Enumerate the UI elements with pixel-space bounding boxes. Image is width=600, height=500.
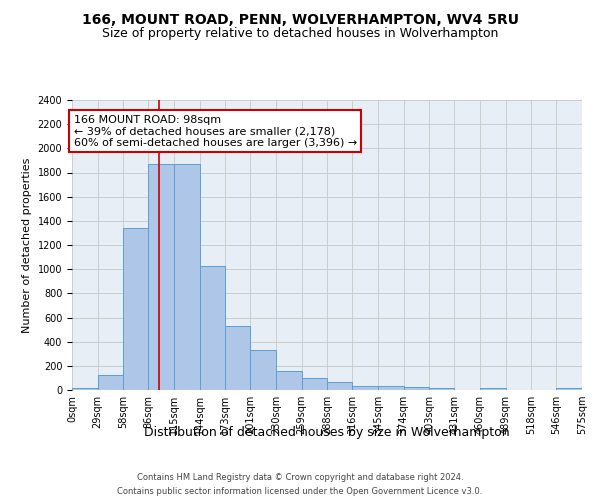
Bar [98, 375, 124, 390]
Y-axis label: Number of detached properties: Number of detached properties [22, 158, 32, 332]
Text: Size of property relative to detached houses in Wolverhampton: Size of property relative to detached ho… [102, 28, 498, 40]
Text: Contains HM Land Registry data © Crown copyright and database right 2024.: Contains HM Land Registry data © Crown c… [137, 473, 463, 482]
Bar [200, 266, 226, 390]
Bar [124, 228, 148, 390]
Bar [328, 382, 352, 390]
Bar [250, 350, 276, 390]
Bar [352, 386, 378, 390]
Text: Distribution of detached houses by size in Wolverhampton: Distribution of detached houses by size … [144, 426, 510, 439]
Bar [556, 388, 582, 390]
Bar [480, 388, 506, 390]
Bar [174, 164, 200, 390]
Bar [430, 388, 454, 390]
Text: Contains public sector information licensed under the Open Government Licence v3: Contains public sector information licen… [118, 486, 482, 496]
Bar [378, 386, 404, 390]
Bar [226, 326, 250, 390]
Bar [148, 164, 174, 390]
Bar [276, 370, 302, 390]
Text: 166, MOUNT ROAD, PENN, WOLVERHAMPTON, WV4 5RU: 166, MOUNT ROAD, PENN, WOLVERHAMPTON, WV… [82, 12, 518, 26]
Bar [404, 387, 430, 390]
Text: 166 MOUNT ROAD: 98sqm
← 39% of detached houses are smaller (2,178)
60% of semi-d: 166 MOUNT ROAD: 98sqm ← 39% of detached … [74, 114, 357, 148]
Bar [72, 388, 98, 390]
Bar [302, 378, 328, 390]
